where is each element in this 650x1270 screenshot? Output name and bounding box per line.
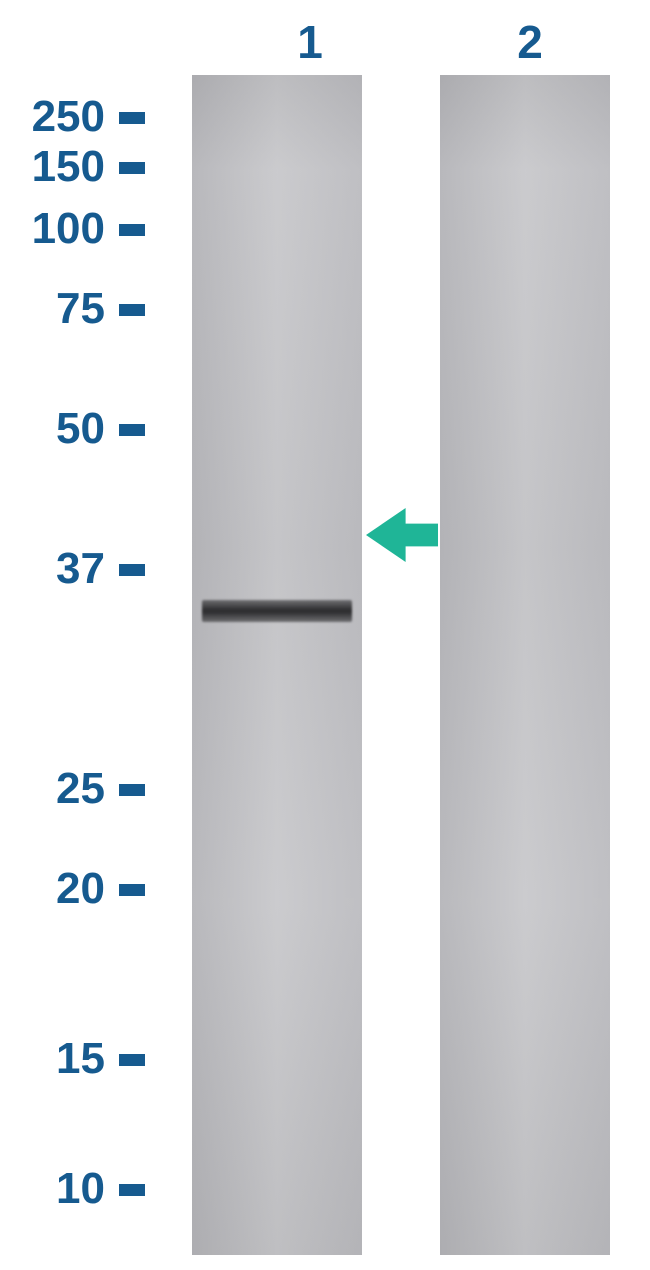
band-indicator-arrow-icon [366, 508, 438, 562]
marker-tick-250 [119, 112, 145, 124]
marker-tick-50 [119, 424, 145, 436]
marker-label-25: 25 [56, 764, 105, 814]
western-blot-figure: 1 2 250150 100 75 50 37 25 20 15 10 [0, 0, 650, 1270]
marker-tick-20 [119, 884, 145, 896]
marker-label-100: 100 [32, 204, 105, 254]
marker-label-250: 250 [32, 92, 105, 142]
marker-label-75: 75 [56, 284, 105, 334]
lane-2 [440, 75, 610, 1255]
marker-label-50: 50 [56, 404, 105, 454]
marker-tick-75 [119, 304, 145, 316]
marker-label-37: 37 [56, 544, 105, 594]
marker-tick-37 [119, 564, 145, 576]
lane-2-shading [440, 75, 610, 1255]
lane-header-2: 2 [470, 15, 590, 69]
lane-1 [192, 75, 362, 1255]
lane-1-band-1 [202, 600, 352, 622]
lane-header-1: 1 [250, 15, 370, 69]
marker-label-10: 10 [56, 1164, 105, 1214]
marker-label-20: 20 [56, 864, 105, 914]
lane-1-shading [192, 75, 362, 1255]
marker-label-150: 150 [32, 142, 105, 192]
marker-label-15: 15 [56, 1034, 105, 1084]
marker-tick-15 [119, 1054, 145, 1066]
marker-tick-150 [119, 162, 145, 174]
marker-tick-25 [119, 784, 145, 796]
marker-tick-100 [119, 224, 145, 236]
marker-tick-10 [119, 1184, 145, 1196]
